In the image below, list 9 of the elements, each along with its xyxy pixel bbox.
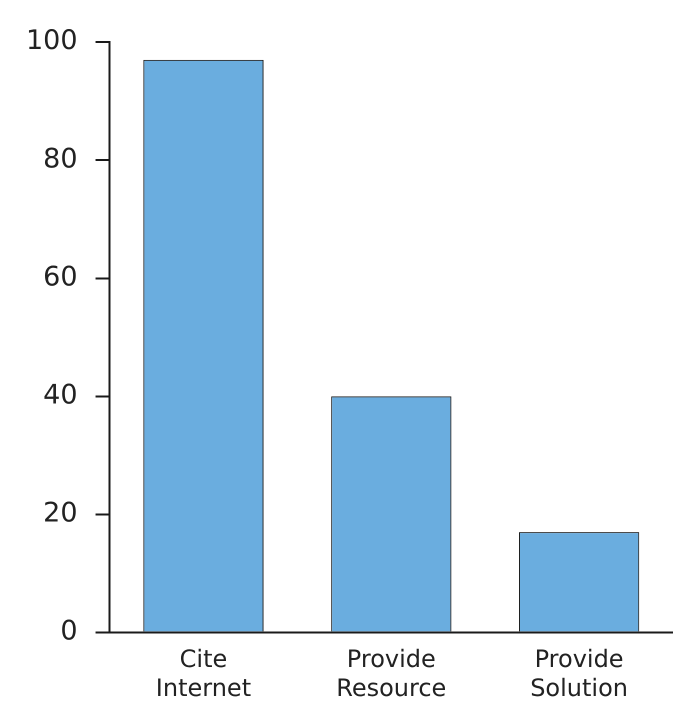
x-tick-label: Provide Solution bbox=[530, 645, 628, 702]
y-tick-label: 0 bbox=[60, 615, 78, 646]
y-tick-label: 80 bbox=[43, 143, 78, 174]
y-tick-label: 60 bbox=[43, 261, 78, 292]
y-tick-label: 20 bbox=[43, 497, 78, 528]
y-tick-label: 40 bbox=[43, 379, 78, 410]
x-tick-label: Provide Resource bbox=[336, 645, 446, 702]
x-tick-label: Cite Internet bbox=[156, 645, 252, 702]
y-tick-label: 100 bbox=[26, 25, 78, 56]
